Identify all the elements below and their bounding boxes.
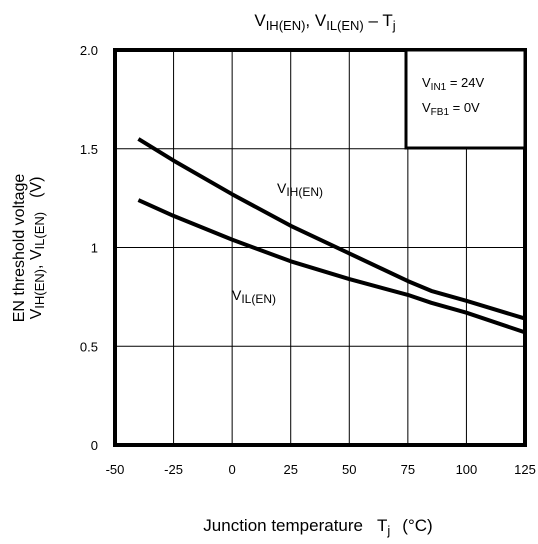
x-tick-label: -25	[164, 462, 183, 477]
x-tick-label: 125	[514, 462, 536, 477]
x-axis-label: Junction temperature Tj (°C)	[203, 516, 432, 538]
plot-frame	[113, 48, 527, 447]
y-tick-label: 1.5	[80, 142, 98, 157]
x-tick-label: 50	[342, 462, 356, 477]
y-tick-label: 0	[91, 438, 98, 453]
series-line-vil	[137, 198, 526, 335]
conditions-box-frame	[404, 48, 527, 150]
y-axis-label-line1: EN threshold voltage	[11, 174, 28, 323]
chart-title: VIH(EN), VIL(EN) – Tj	[254, 11, 395, 33]
x-tick-labels: -50 -25 0 25 50 75 100 125	[106, 462, 536, 477]
series-label-vih: VIH(EN)	[277, 180, 323, 199]
condition-vfb1: VFB1 = 0V	[422, 100, 480, 118]
y-axis-label: EN threshold voltage VIH(EN), VIL(EN)(V)	[11, 174, 47, 323]
x-tick-label: 25	[283, 462, 297, 477]
series-label-vil: VIL(EN)	[232, 287, 276, 306]
series-line-vih	[137, 137, 526, 321]
y-tick-label: 2.0	[80, 43, 98, 58]
x-tick-label: -50	[106, 462, 125, 477]
x-tick-label: 75	[401, 462, 415, 477]
y-tick-label: 1	[91, 241, 98, 256]
x-tick-label: 0	[229, 462, 236, 477]
x-tick-label: 100	[456, 462, 478, 477]
series-group	[137, 137, 526, 335]
y-axis-label-line2: VIH(EN), VIL(EN)(V)	[28, 177, 47, 320]
y-tick-label: 0.5	[80, 339, 98, 354]
conditions-box: VIN1 = 24V VFB1 = 0V	[404, 48, 527, 150]
y-tick-labels: 0 0.5 1 1.5 2.0	[80, 43, 98, 453]
condition-vin1: VIN1 = 24V	[422, 75, 485, 93]
